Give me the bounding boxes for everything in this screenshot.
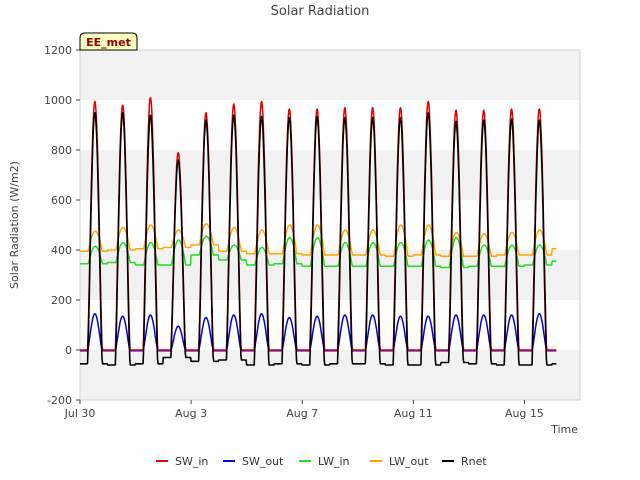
- x-axis-ticks: Jul 30 Aug 3 Aug 7 Aug 11 Aug 15: [64, 400, 544, 420]
- plot-background-bands: [80, 50, 580, 400]
- grid-band: [80, 300, 580, 350]
- legend-label: Rnet: [461, 455, 487, 468]
- series-lines: [79, 97, 557, 366]
- grid-band: [80, 100, 580, 150]
- y-tick-label: 1000: [44, 94, 72, 107]
- chart-title: Solar Radiation: [271, 4, 370, 19]
- y-tick-label: 600: [51, 194, 72, 207]
- legend-label: LW_in: [318, 455, 350, 468]
- y-tick-label: 200: [51, 294, 72, 307]
- series-line-lw-in: [79, 235, 557, 269]
- y-tick-label: 1200: [44, 44, 72, 57]
- legend: SW_in SW_out LW_in LW_out Rnet: [156, 455, 487, 468]
- annotation-text: EE_met: [86, 36, 131, 49]
- y-axis-ticks: -200 0 200 400 600 800 1000 1200: [44, 44, 80, 407]
- site-annotation: EE_met: [79, 32, 138, 51]
- legend-label: LW_out: [389, 455, 429, 468]
- x-tick-label: Aug 3: [175, 407, 207, 420]
- y-tick-label: 0: [65, 344, 72, 357]
- x-axis-label: Time: [550, 423, 578, 436]
- grid-band: [80, 250, 580, 300]
- x-tick-label: Aug 11: [394, 407, 433, 420]
- x-tick-label: Aug 7: [286, 407, 318, 420]
- y-axis-label: Solar Radiation (W/m2): [8, 161, 21, 289]
- annotation-box: [79, 32, 138, 51]
- legend-label: SW_in: [175, 455, 208, 468]
- grid-band: [80, 200, 580, 250]
- y-tick-label: -200: [47, 394, 72, 407]
- y-tick-label: 400: [51, 244, 72, 257]
- grid-band: [80, 150, 580, 200]
- plot-frame: [79, 49, 581, 401]
- x-tick-label: Aug 15: [505, 407, 544, 420]
- y-tick-label: 800: [51, 144, 72, 157]
- x-tick-label: Jul 30: [64, 407, 96, 420]
- legend-label: SW_out: [242, 455, 284, 468]
- series-line-rnet: [79, 112, 557, 366]
- series-line-lw-out: [79, 223, 557, 258]
- grid-band: [80, 50, 580, 100]
